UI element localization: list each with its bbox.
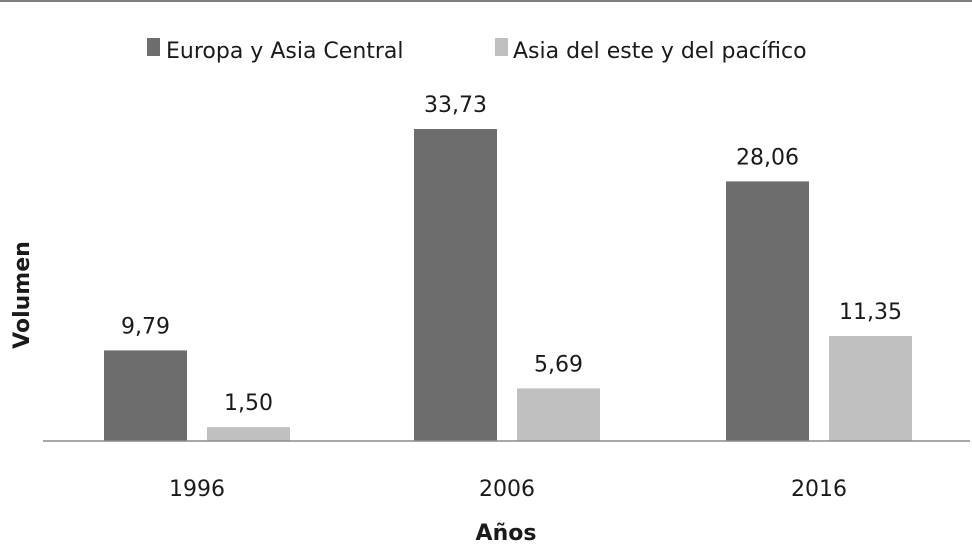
value-label-2006-series-1: 5,69 bbox=[534, 352, 583, 377]
bar-1996-series-0 bbox=[104, 350, 187, 441]
category-labels-layer: 1996 2006 2016 bbox=[169, 477, 847, 502]
value-label-1996-series-0: 9,79 bbox=[121, 314, 170, 339]
bars-layer bbox=[104, 129, 912, 441]
bar-1996-series-1 bbox=[207, 427, 290, 441]
bar-2006-series-1 bbox=[517, 388, 600, 441]
legend-swatch-asia-este bbox=[495, 38, 508, 56]
category-label-1996: 1996 bbox=[169, 477, 225, 502]
value-labels-layer: 9,79 1,50 33,73 5,69 28,06 11,35 bbox=[121, 93, 902, 416]
value-label-1996-series-1: 1,50 bbox=[224, 391, 273, 416]
legend-swatch-europa bbox=[147, 38, 160, 56]
top-border-line bbox=[0, 0, 972, 2]
y-axis-title: Volumen bbox=[10, 241, 35, 349]
bar-2006-series-0 bbox=[414, 129, 497, 441]
value-label-2016-series-0: 28,06 bbox=[736, 145, 799, 170]
bar-2016-series-1 bbox=[829, 336, 912, 441]
legend-label-europa: Europa y Asia Central bbox=[166, 39, 404, 64]
category-label-2006: 2006 bbox=[479, 477, 535, 502]
value-label-2016-series-1: 11,35 bbox=[839, 300, 902, 325]
x-axis-title: Años bbox=[476, 521, 537, 546]
legend-label-asia-este: Asia del este y del pacífico bbox=[513, 39, 807, 64]
legend: Europa y Asia Central Asia del este y de… bbox=[147, 38, 807, 64]
category-label-2016: 2016 bbox=[791, 477, 847, 502]
value-label-2006-series-0: 33,73 bbox=[424, 93, 487, 118]
bar-2016-series-0 bbox=[726, 181, 809, 441]
